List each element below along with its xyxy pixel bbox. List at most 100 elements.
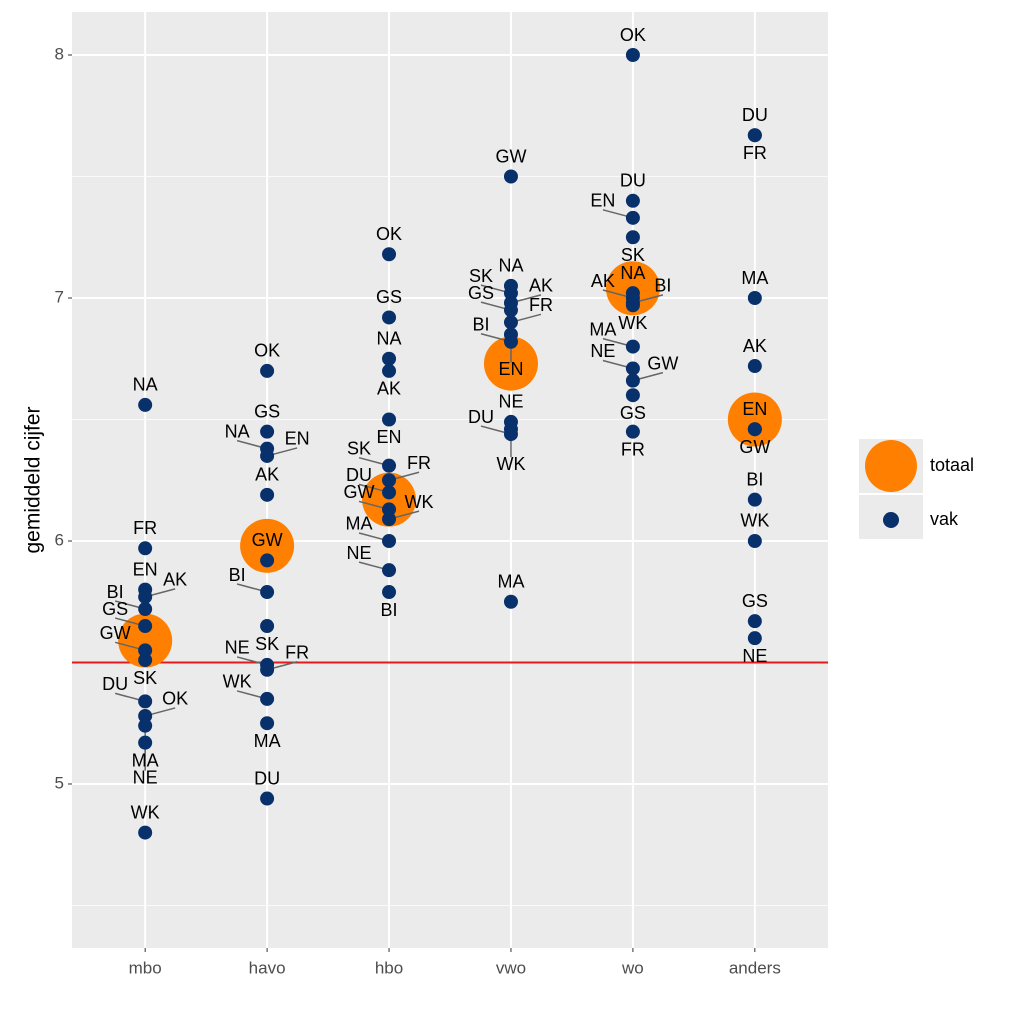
x-tick-label: hbo <box>375 958 403 977</box>
x-tick-label: anders <box>729 958 781 977</box>
subject-point <box>625 210 640 225</box>
subject-point <box>260 619 275 634</box>
total-point <box>483 336 538 391</box>
subject-point <box>260 691 275 706</box>
subject-point <box>138 589 153 604</box>
subject-point <box>503 169 518 184</box>
y-tick-label: 6 <box>55 530 64 549</box>
point-label: NE <box>498 392 523 412</box>
point-label: EN <box>498 359 523 379</box>
point-label: EN <box>133 559 158 579</box>
point-label: NA <box>377 328 402 348</box>
point-label: WK <box>223 672 252 692</box>
point-label: GW <box>252 530 283 550</box>
subject-point <box>625 48 640 63</box>
point-label: SK <box>621 245 645 265</box>
point-label: NA <box>225 421 250 441</box>
point-label: GS <box>102 599 128 619</box>
point-label: GW <box>344 482 375 502</box>
subject-point <box>382 363 397 378</box>
subject-point <box>382 247 397 262</box>
subject-point <box>747 631 762 646</box>
subject-point <box>503 594 518 609</box>
point-label: WK <box>131 802 160 822</box>
point-label: OK <box>620 25 646 45</box>
subject-point <box>625 298 640 313</box>
total-point <box>118 613 173 668</box>
point-label: AK <box>529 276 553 296</box>
point-label: FR <box>407 453 431 473</box>
subject-point <box>138 397 153 412</box>
panel <box>72 12 828 948</box>
point-label: DU <box>468 407 494 427</box>
subject-point <box>747 422 762 437</box>
subject-point <box>747 128 762 143</box>
point-label: EN <box>590 191 615 211</box>
point-label: DU <box>742 105 768 125</box>
subject-point <box>260 553 275 568</box>
point-label: WK <box>405 492 434 512</box>
subject-point <box>260 424 275 439</box>
point-label: OK <box>376 224 402 244</box>
x-tick-label: mbo <box>129 958 162 977</box>
point-label: NA <box>133 375 158 395</box>
point-label: BI <box>229 565 246 585</box>
point-label: BI <box>107 582 124 602</box>
point-label: GS <box>620 403 646 423</box>
point-label: MA <box>497 571 524 591</box>
subject-point <box>625 388 640 403</box>
subject-point <box>260 487 275 502</box>
point-label: DU <box>102 674 128 694</box>
point-label: GW <box>495 146 526 166</box>
subject-point <box>382 310 397 325</box>
point-label: MA <box>741 268 768 288</box>
x-tick-label: havo <box>249 958 286 977</box>
subject-point <box>382 485 397 500</box>
subject-point <box>138 602 153 617</box>
point-label: SK <box>255 634 279 654</box>
point-label: GW <box>647 353 678 373</box>
point-label: FR <box>743 143 767 163</box>
point-label: SK <box>469 266 493 286</box>
subject-point <box>138 735 153 750</box>
subject-point <box>260 662 275 677</box>
subject-point <box>382 533 397 548</box>
total-point <box>240 518 295 573</box>
legend-label: vak <box>930 509 959 529</box>
x-tick-label: vwo <box>496 958 526 977</box>
subject-point <box>138 541 153 556</box>
subject-point <box>503 286 518 301</box>
point-label: NE <box>225 638 250 658</box>
subject-point <box>138 694 153 709</box>
y-tick-label: 7 <box>55 287 64 306</box>
point-label: MA <box>346 514 373 534</box>
subject-point <box>138 718 153 733</box>
point-label: AK <box>743 336 767 356</box>
total-point <box>362 472 417 527</box>
subject-point <box>625 361 640 376</box>
point-label: EN <box>377 427 402 447</box>
point-label: BI <box>381 600 398 620</box>
point-label: NE <box>133 767 158 787</box>
subject-point <box>625 373 640 388</box>
subject-point <box>382 502 397 517</box>
point-label: AK <box>591 271 615 291</box>
point-label: AK <box>255 465 279 485</box>
subject-point <box>382 412 397 427</box>
subject-point <box>625 193 640 208</box>
point-label: OK <box>162 689 188 709</box>
subject-point <box>382 351 397 366</box>
subject-point <box>625 424 640 439</box>
point-label: MA <box>589 319 616 339</box>
subject-point <box>625 286 640 301</box>
point-label: FR <box>621 439 645 459</box>
point-label: GW <box>739 437 770 457</box>
point-label: WK <box>740 511 769 531</box>
point-label: AK <box>163 570 187 590</box>
subject-point <box>503 315 518 330</box>
subject-point <box>138 825 153 840</box>
total-point <box>727 392 782 447</box>
point-label: DU <box>346 465 372 485</box>
point-label: GS <box>468 283 494 303</box>
